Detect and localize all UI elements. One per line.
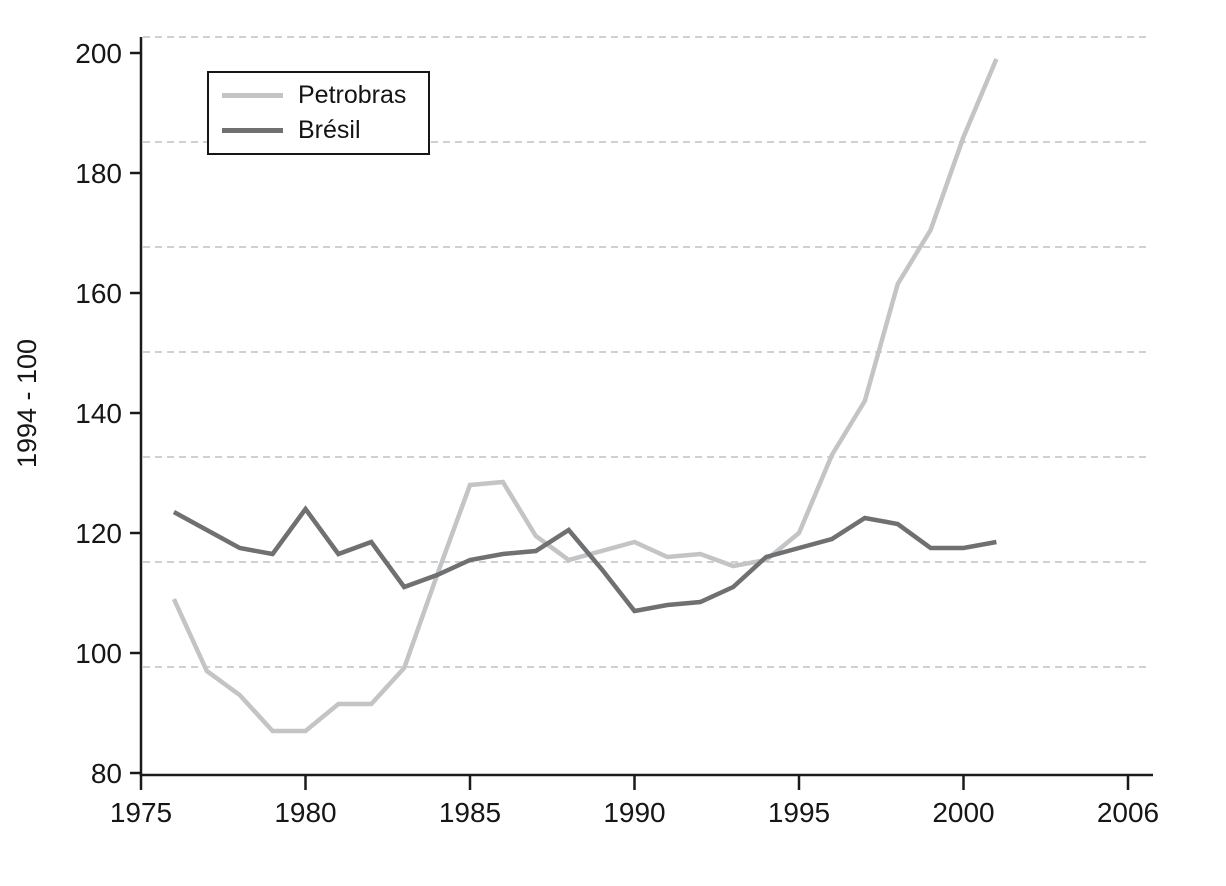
y-tick-label: 180 — [75, 158, 122, 189]
petrobras-line-swatch — [222, 93, 283, 98]
y-tick-label: 80 — [91, 758, 122, 789]
legend: Petrobras Brésil — [207, 71, 430, 155]
x-tick-label: 1980 — [274, 797, 336, 828]
series-line-petrobras — [171, 58, 999, 734]
x-tick-label: 1975 — [110, 797, 172, 828]
y-axis-title-wrap: 1994 - 100 — [6, 318, 50, 488]
x-tick-label: 2000 — [932, 797, 994, 828]
x-tick-label: 1990 — [603, 797, 665, 828]
y-tick-label: 160 — [75, 278, 122, 309]
bresil-line-swatch — [222, 128, 283, 133]
legend-label-petrobras: Petrobras — [298, 81, 407, 109]
y-tick-label: 100 — [75, 638, 122, 669]
y-tick-label: 120 — [75, 518, 122, 549]
legend-item-bresil: Brésil — [222, 118, 428, 143]
x-tick-label: 1995 — [768, 797, 830, 828]
y-tick-label: 140 — [75, 398, 122, 429]
legend-item-petrobras: Petrobras — [222, 83, 428, 108]
x-tick-label: 2006 — [1097, 797, 1159, 828]
series-line-bresil — [172, 505, 997, 614]
legend-label-bresil: Brésil — [298, 116, 361, 144]
y-axis-title: 1994 - 100 — [12, 338, 43, 468]
x-tick-label: 1985 — [439, 797, 501, 828]
y-tick-label: 200 — [75, 38, 122, 69]
